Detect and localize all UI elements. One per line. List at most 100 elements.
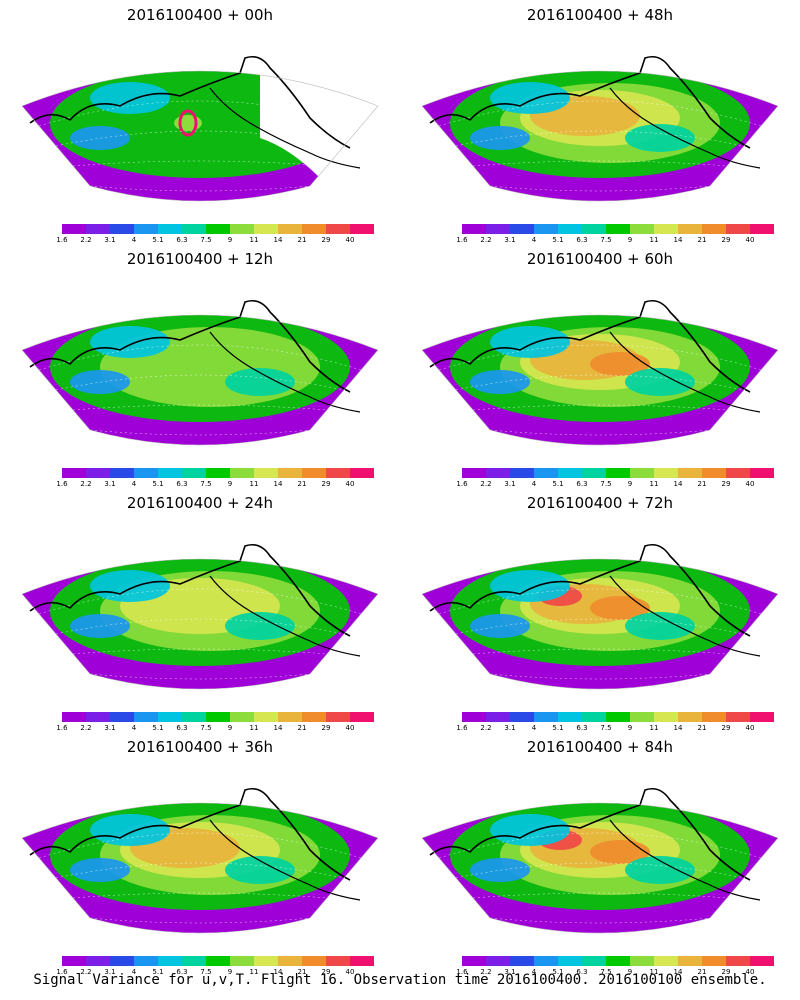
- colorbar-segment: [558, 468, 582, 478]
- variance-contour: [70, 126, 130, 150]
- panel-p12: 2016100400 + 12h 1.6 2.2 3.1 4 5.1 6.3 7.5 9 11 14…: [0, 244, 400, 488]
- graticule-line: [55, 618, 345, 635]
- variance-contour: [470, 370, 530, 394]
- colorbar-segment: [558, 956, 582, 966]
- colorbar-segment: [726, 956, 750, 966]
- colorbar-tick-label: 21: [297, 724, 307, 732]
- panel-title: 2016100400 + 36h: [126, 738, 274, 756]
- graticule-line: [455, 374, 745, 391]
- colorbar-segment: [726, 468, 750, 478]
- colorbar-tick-label: 11: [649, 724, 659, 732]
- colorbar-tick-label: 21: [297, 236, 307, 244]
- colorbar-tick-label: 21: [297, 480, 307, 488]
- panel-title: 2016100400 + 24h: [126, 494, 274, 512]
- graticule-line: [89, 185, 311, 192]
- variance-map: [21, 543, 379, 690]
- colorbar-tick-label: 9: [627, 968, 633, 976]
- colorbar-tick-label: 21: [297, 968, 307, 976]
- colorbar-tick-label: 21: [697, 480, 707, 488]
- colorbar-tick-label: 29: [721, 480, 731, 488]
- colorbar-tick-label: 4: [131, 724, 137, 732]
- colorbar-tick-label: 29: [721, 724, 731, 732]
- variance-contour: [70, 858, 130, 882]
- colorbar-tick-label: 9: [227, 480, 233, 488]
- colorbar-segment: [654, 224, 678, 234]
- panel-p36: 2016100400 + 36h 1.6 2.2 3.1 4 5.1 6.3 7.5 9 11 14…: [0, 732, 400, 976]
- colorbar-segment: [302, 956, 326, 966]
- colorbar-tick-label: 5.1: [152, 968, 164, 976]
- colorbar-segment: [302, 468, 326, 478]
- colorbar-segment: [110, 468, 134, 478]
- map-border: [421, 558, 779, 690]
- panel-title: 2016100400 + 48h: [526, 6, 674, 24]
- colorbar-tick-label: 29: [721, 968, 731, 976]
- colorbar-segment: [750, 468, 774, 478]
- colorbar-labels: 1.6 2.2 3.1 4 5.1 6.3 7.5 9 11 14 21 29 40: [456, 724, 762, 734]
- colorbar-segment: [534, 468, 558, 478]
- coastline: [29, 543, 351, 637]
- colorbar-tick-label: 5.1: [152, 724, 164, 732]
- colorbar-segment: [486, 956, 510, 966]
- colorbar-tick-label: 6.3: [176, 480, 188, 488]
- colorbar-segment: [534, 712, 558, 722]
- coastline: [209, 575, 361, 657]
- colorbar-tick-label: 14: [273, 236, 283, 244]
- colorbar-tick-label: 40: [745, 236, 755, 244]
- figure-caption: Signal Variance for u,v,T. Flight 16. Ob…: [33, 972, 767, 988]
- colorbar-segment: [582, 468, 606, 478]
- colorbar-tick-label: 11: [249, 480, 259, 488]
- colorbar-segment: [726, 224, 750, 234]
- variance-contour: [490, 814, 570, 846]
- colorbar-tick-label: 29: [721, 236, 731, 244]
- colorbar-segment: [726, 712, 750, 722]
- coastline: [609, 87, 761, 169]
- variance-contour: [225, 612, 295, 640]
- colorbar-tick-label: 1.6: [456, 968, 468, 976]
- colorbar-segment: [206, 224, 230, 234]
- colorbar-segment: [750, 712, 774, 722]
- colorbar-segment: [230, 224, 254, 234]
- colorbar-tick-label: 1.6: [456, 480, 468, 488]
- colorbar-tick-label: 7.5: [200, 968, 212, 976]
- variance-contour: [70, 370, 130, 394]
- colorbar-tick-label: 40: [745, 724, 755, 732]
- colorbar-tick-label: 4: [531, 236, 537, 244]
- coastline: [429, 543, 751, 637]
- colorbar-tick-label: 6.3: [176, 968, 188, 976]
- colorbar-tick-label: 14: [673, 480, 683, 488]
- variance-map: [421, 55, 779, 202]
- colorbar-segment: [326, 468, 350, 478]
- colorbar-segment: [462, 712, 486, 722]
- colorbar-segment: [750, 224, 774, 234]
- colorbar-segment: [110, 956, 134, 966]
- graticule-line: [89, 429, 311, 436]
- colorbar-segment: [62, 956, 86, 966]
- colorbar-tick-label: 21: [697, 236, 707, 244]
- variance-map: [421, 787, 779, 934]
- coastline: [209, 87, 361, 169]
- variance-contour: [90, 326, 170, 358]
- colorbar-labels: 1.6 2.2 3.1 4 5.1 6.3 7.5 9 11 14 21 29 40: [56, 968, 362, 978]
- colorbar-tick-label: 14: [673, 724, 683, 732]
- graticule-line: [89, 917, 311, 924]
- colorbar: [462, 956, 774, 966]
- graticule-line: [472, 160, 728, 167]
- graticule-line: [72, 404, 328, 411]
- colorbar-segment: [534, 956, 558, 966]
- variance-map: [21, 787, 379, 934]
- map-border: [421, 314, 779, 446]
- colorbar-segment: [278, 468, 302, 478]
- variance-map: [421, 299, 779, 446]
- map-border: [21, 70, 379, 202]
- colorbar-tick-label: 7.5: [600, 968, 612, 976]
- colorbar-segment: [630, 468, 654, 478]
- colorbar-segment: [350, 712, 374, 722]
- colorbar-tick-label: 1.6: [456, 724, 468, 732]
- colorbar-segment: [278, 712, 302, 722]
- coastline: [429, 55, 751, 149]
- colorbar-tick-label: 9: [227, 724, 233, 732]
- graticule-line: [472, 648, 728, 655]
- graticule-line: [72, 892, 328, 899]
- variance-map: [421, 543, 779, 690]
- colorbar-segment: [62, 224, 86, 234]
